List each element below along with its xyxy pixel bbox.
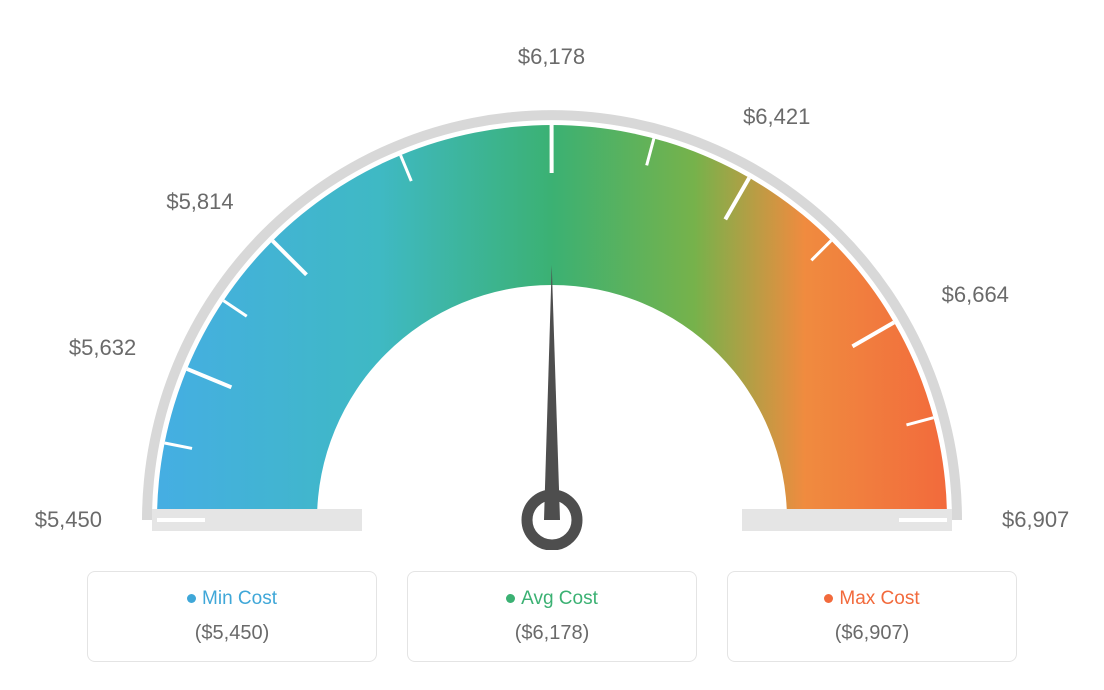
legend-avg-title: Avg Cost <box>418 588 686 610</box>
bullet-icon <box>187 594 196 603</box>
legend-max-title: Max Cost <box>738 588 1006 610</box>
legend-avg-label: Avg Cost <box>521 588 598 609</box>
gauge-tick-label: $5,632 <box>69 335 136 361</box>
legend-row: Min Cost ($5,450) Avg Cost ($6,178) Max … <box>0 571 1104 662</box>
gauge-tick-label: $6,421 <box>743 104 810 130</box>
gauge-tick-label: $6,178 <box>518 44 585 70</box>
gauge-svg <box>0 20 1104 550</box>
legend-min-label: Min Cost <box>202 588 277 609</box>
legend-avg-value: ($6,178) <box>418 622 686 645</box>
gauge-tick-label: $5,814 <box>166 189 233 215</box>
bullet-icon <box>824 594 833 603</box>
gauge-chart: $5,450 $5,632 $5,814 $6,178 $6,421 $6,664 $6,9… <box>0 0 1104 530</box>
gauge-tick-label: $5,450 <box>35 507 102 533</box>
legend-min-value: ($5,450) <box>98 622 366 645</box>
legend-min: Min Cost ($5,450) <box>87 571 377 662</box>
legend-min-title: Min Cost <box>98 588 366 610</box>
legend-avg: Avg Cost ($6,178) <box>407 571 697 662</box>
legend-max: Max Cost ($6,907) <box>727 571 1017 662</box>
gauge-tick-label: $6,907 <box>1002 507 1069 533</box>
bullet-icon <box>506 594 515 603</box>
gauge-tick-label: $6,664 <box>942 282 1009 308</box>
legend-max-label: Max Cost <box>839 588 919 609</box>
legend-max-value: ($6,907) <box>738 622 1006 645</box>
